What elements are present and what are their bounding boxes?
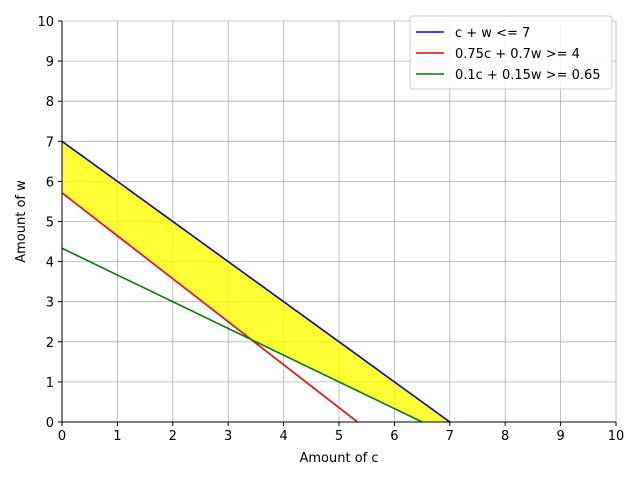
tick-labels: 0 1 2 3 4 5 6 7 8 9 10 0 1 2 3 4 5 6 7 8 9 10	[37, 15, 624, 444]
series-line-1	[61, 140, 451, 423]
series-layer	[61, 140, 451, 423]
y-tick-label: 5	[46, 216, 54, 231]
legend-label-2: 0.75c + 0.7w >= 4	[455, 47, 580, 62]
legend-box	[409, 15, 613, 90]
x-tick-label: 0	[58, 429, 66, 444]
y-tick-label: 4	[46, 256, 54, 271]
y-tick-label: 7	[46, 135, 54, 150]
series-line-3	[61, 247, 423, 423]
y-tick-label: 6	[46, 175, 54, 190]
x-tick-label: 2	[169, 429, 177, 444]
legend-label-3: 0.1c + 0.15w >= 0.65	[455, 68, 601, 83]
series-line-2	[61, 192, 358, 423]
x-tick-label: 5	[335, 429, 343, 444]
y-tick-label: 2	[46, 336, 54, 351]
x-tick-label: 9	[556, 429, 564, 444]
x-tick-label: 7	[446, 429, 454, 444]
y-tick-label: 8	[46, 95, 54, 110]
legend: c + w <= 7 0.75c + 0.7w >= 4 0.1c + 0.15w …	[409, 15, 613, 90]
y-tick-label: 3	[46, 296, 54, 311]
y-tick-label: 0	[46, 416, 54, 431]
y-tick-label: 1	[46, 376, 54, 391]
x-tick-label: 8	[501, 429, 509, 444]
y-axis-label: Amount of w	[14, 180, 29, 263]
x-axis-label: Amount of c	[299, 451, 378, 466]
x-tick-label: 3	[224, 429, 232, 444]
y-tick-label: 10	[37, 15, 54, 30]
x-tick-label: 10	[608, 429, 625, 444]
y-tick-label: 9	[46, 55, 54, 70]
x-tick-label: 1	[113, 429, 121, 444]
x-tick-label: 6	[390, 429, 398, 444]
legend-label-1: c + w <= 7	[455, 26, 530, 41]
x-tick-label: 4	[279, 429, 287, 444]
